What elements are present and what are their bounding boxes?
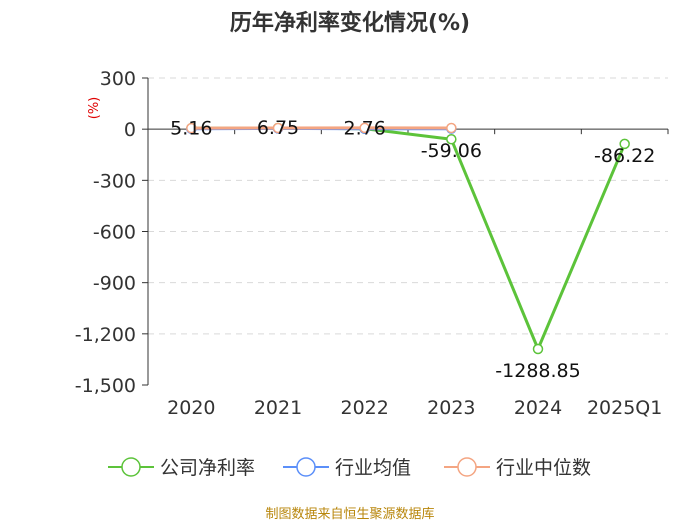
source-note: 制图数据来自恒生聚源数据库: [265, 506, 434, 522]
x-tick-label: 2021: [254, 397, 302, 419]
data-label: -1288.85: [495, 360, 580, 382]
data-label: -86.22: [594, 145, 655, 167]
data-point: [532, 343, 544, 355]
legend[interactable]: 公司净利率 行业均值 行业中位数: [108, 457, 591, 479]
legend-item[interactable]: 行业均值: [283, 457, 411, 479]
y-tick-label: 300: [100, 68, 136, 90]
data-point: [446, 133, 457, 145]
x-tick-label: 2020: [167, 397, 215, 419]
data-point: [186, 122, 197, 134]
series-line: [191, 126, 627, 351]
data-point: [619, 138, 630, 150]
data-point: [446, 122, 457, 134]
x-tick-label: 2022: [340, 397, 388, 419]
y-axis-label: (%): [87, 97, 102, 120]
legend-item[interactable]: 公司净利率: [108, 457, 255, 479]
y-tick-label: 0: [124, 119, 136, 141]
y-tick-label: -600: [93, 222, 136, 244]
gridlines: [148, 77, 668, 335]
data-point: [359, 122, 370, 134]
data-point: [272, 122, 284, 134]
series-lines: [186, 122, 630, 355]
data-label: 2.76: [344, 118, 386, 140]
data-label: 6.75: [257, 117, 299, 139]
legend-marker-icon: [121, 457, 141, 477]
chart-title: 历年净利率变化情况(%): [230, 10, 470, 36]
legend-marker-icon: [457, 457, 477, 477]
data-label: -59.06: [421, 140, 482, 162]
x-tick-label: 2024: [514, 397, 562, 419]
y-tick-label: -1,500: [75, 375, 136, 397]
legend-label: 公司净利率: [160, 457, 255, 479]
legend-label: 行业中位数: [496, 457, 591, 479]
data-labels: 5.16 6.75 2.76 -59.06 -1288.85 -86.22: [170, 117, 655, 382]
legend-item[interactable]: 行业中位数: [444, 457, 591, 479]
x-tick-label: 2025Q1: [587, 397, 662, 419]
x-tick-label: 2023: [427, 397, 475, 419]
data-label: 5.16: [170, 117, 212, 139]
legend-label: 行业均值: [335, 457, 411, 479]
y-tick-label: -300: [93, 170, 136, 192]
legend-marker-icon: [296, 457, 316, 477]
y-tick-label: -1,200: [75, 324, 136, 346]
y-tick-label: -900: [93, 273, 136, 295]
